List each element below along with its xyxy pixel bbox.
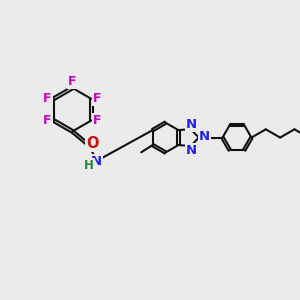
Text: F: F <box>68 75 77 88</box>
Text: N: N <box>186 144 197 157</box>
Text: N: N <box>186 118 197 131</box>
Text: H: H <box>84 159 94 172</box>
Text: F: F <box>43 114 52 127</box>
Text: N: N <box>199 130 210 143</box>
Text: F: F <box>43 92 52 105</box>
Text: F: F <box>93 92 102 105</box>
Text: F: F <box>93 114 102 127</box>
Text: O: O <box>87 136 99 151</box>
Text: N: N <box>90 154 101 168</box>
